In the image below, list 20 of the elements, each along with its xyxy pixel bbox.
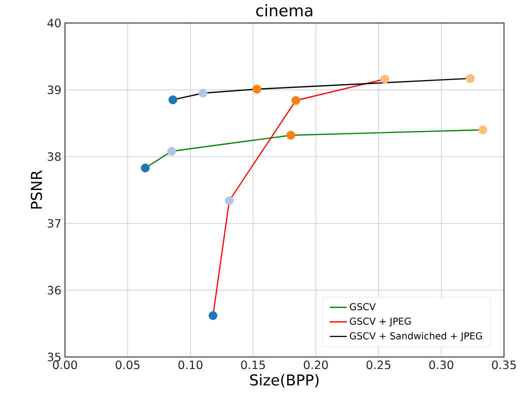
legend-label: GSCV + JPEG	[350, 318, 411, 327]
x-tick-label: 0.00	[52, 360, 77, 370]
y-tick-label: 39	[48, 85, 61, 94]
x-tick-label: 0.15	[241, 360, 265, 370]
x-tick-label: 0.10	[178, 360, 202, 370]
legend-label: GSCV + Sandwiched + JPEG	[350, 332, 482, 342]
x-tick-label: 0.30	[429, 360, 454, 370]
y-tick-label: 37	[48, 219, 60, 228]
x-tick-label: 0.35	[492, 360, 516, 370]
y-tick-label: 40	[47, 18, 61, 28]
x-tick-label: 0.25	[366, 360, 390, 370]
y-tick-label: 38	[48, 152, 61, 161]
y-tick-label: 35	[48, 352, 60, 362]
y-axis-title: PSNR	[30, 170, 42, 209]
x-tick-label: 0.20	[304, 360, 328, 370]
y-tick-label: 36	[48, 286, 61, 295]
chart-title: cinema	[256, 4, 312, 16]
x-axis-title: Size(BPP)	[250, 374, 319, 388]
legend-label: GSCV	[350, 303, 376, 310]
x-tick-label: 0.05	[116, 360, 140, 370]
